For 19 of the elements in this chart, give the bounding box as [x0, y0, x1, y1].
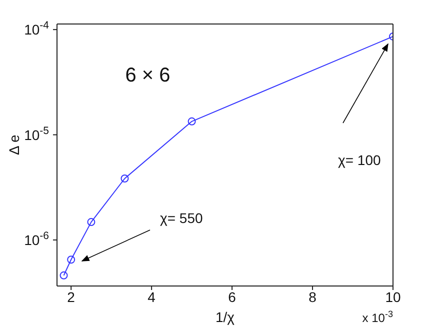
text: x 10$^{-3}$ — [362, 309, 393, 325]
y-tick-label: 10$^{-6}$ — [24, 230, 50, 248]
annotation: 6 × 6 — [125, 64, 170, 87]
x-tick-label: 4 — [148, 288, 156, 305]
x-tick-label: 8 — [308, 288, 317, 305]
point — [67, 256, 76, 264]
point — [120, 174, 129, 182]
point — [60, 271, 68, 280]
annotation: χ= 550 — [160, 210, 203, 226]
x-tick-label: 6 — [228, 288, 236, 305]
point — [87, 218, 96, 226]
point — [188, 117, 196, 126]
y-axis-title: Δ e — [6, 134, 22, 155]
annotation: χ= 100 — [338, 152, 381, 168]
y-tick-label: 10$^{-5}$ — [24, 124, 50, 143]
x-tick-label: 10 — [385, 288, 401, 305]
x-tick-label: 2 — [67, 288, 76, 305]
x-axis-title: 1/χ — [215, 309, 236, 325]
y-tick-label: 10$^{-4}$ — [24, 20, 50, 38]
